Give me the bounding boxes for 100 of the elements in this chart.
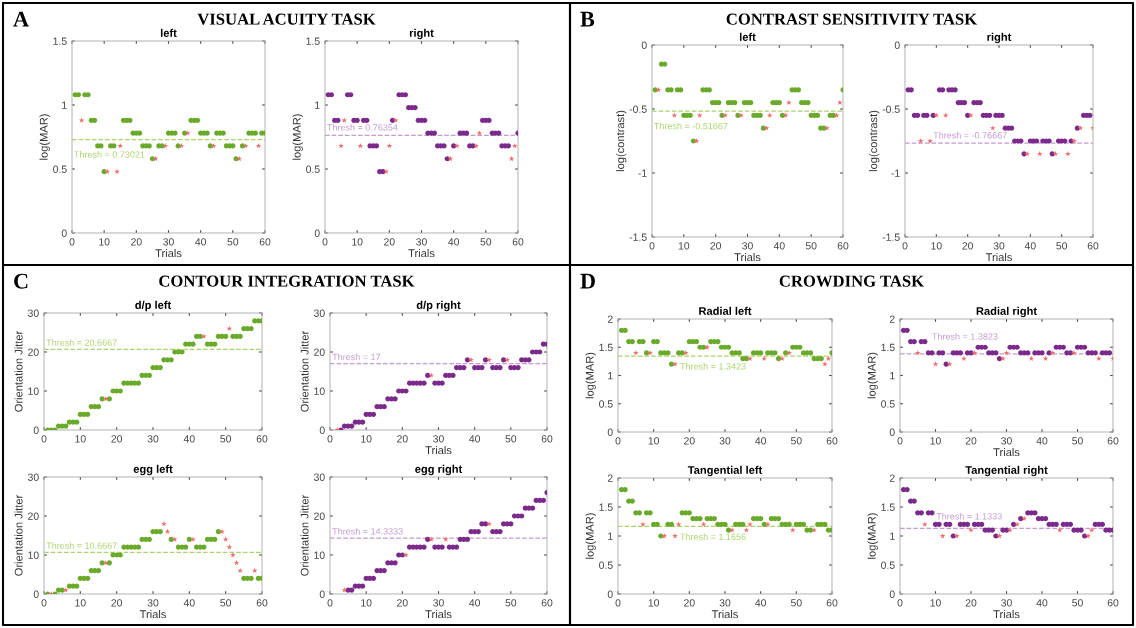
- x-tick-label: 0: [69, 238, 75, 246]
- x-tick-label: 20: [965, 437, 977, 445]
- point: [482, 521, 489, 527]
- point: [682, 349, 689, 356]
- y-axis-title: Orientation Jitter: [14, 494, 23, 576]
- point: [672, 361, 678, 367]
- y-tick-label: 30: [313, 309, 325, 317]
- point: [428, 536, 435, 542]
- x-tick-label: 20: [397, 599, 408, 607]
- x-tick-label: 20: [710, 242, 722, 250]
- point: [1082, 344, 1088, 350]
- y-tick-label: 1.5: [599, 503, 613, 511]
- x-tick-label: 50: [505, 435, 517, 443]
- y-tick-label: 1.5: [881, 343, 895, 352]
- point: [747, 521, 753, 527]
- x-tick-label: 50: [1072, 599, 1083, 607]
- point: [114, 168, 120, 174]
- x-tick-label: 0: [649, 242, 655, 250]
- x-tick-label: 40: [1036, 599, 1048, 607]
- point: [468, 356, 474, 363]
- x-tick-label: 60: [259, 238, 271, 246]
- x-tick-label: 20: [131, 238, 142, 246]
- point: [765, 521, 771, 527]
- point: [1039, 350, 1045, 356]
- y-tick-label: 30: [313, 473, 325, 481]
- point: [987, 112, 993, 118]
- x-tick-label: 10: [648, 599, 660, 607]
- y-tick-label: 0.5: [881, 400, 895, 408]
- x-tick-label: 40: [773, 242, 785, 250]
- point: [85, 575, 91, 581]
- point: [402, 92, 409, 98]
- x-tick-label: 50: [1072, 437, 1083, 445]
- point: [66, 419, 73, 425]
- point: [540, 497, 546, 503]
- x-tick-label: 60: [826, 599, 838, 607]
- y-tick-label: 1: [608, 372, 613, 380]
- ref-line-label: Thresh = 0.73021: [74, 151, 145, 158]
- ref-line-label: Thresh = 10.6667: [46, 542, 117, 549]
- point: [800, 521, 807, 527]
- x-tick-label: 30: [719, 599, 731, 607]
- x-tick-label: 30: [1001, 599, 1012, 607]
- x-axis-title: Trials: [985, 252, 1012, 262]
- y-tick-label: 1: [890, 372, 895, 380]
- x-tick-label: 10: [930, 437, 941, 445]
- x-tick-label: 50: [1056, 242, 1068, 250]
- point: [1003, 527, 1010, 533]
- point: [392, 560, 398, 566]
- y-tick-label: -1: [891, 169, 900, 177]
- point: [1000, 355, 1006, 361]
- x-tick-label: 50: [805, 242, 817, 250]
- point: [1099, 521, 1105, 527]
- point: [1025, 350, 1031, 356]
- point: [954, 533, 960, 539]
- point: [766, 112, 773, 118]
- point: [453, 544, 460, 550]
- point: [201, 333, 207, 339]
- y-tick-label: 1.5: [599, 343, 613, 352]
- x-axis-title: Trials: [139, 609, 166, 619]
- point: [697, 516, 703, 522]
- x-axis-title: Trials: [993, 447, 1020, 457]
- y-tick-label: 2: [607, 474, 613, 482]
- point: [722, 112, 729, 118]
- x-tick-label: 20: [965, 599, 977, 607]
- x-tick-label: 30: [433, 435, 444, 443]
- point: [822, 521, 828, 527]
- x-tick-label: 60: [256, 435, 268, 443]
- text: A: [13, 11, 29, 27]
- y-tick-label: 0: [61, 229, 67, 237]
- x-tick-label: 50: [227, 238, 239, 246]
- text: CROWDING TASK: [779, 275, 924, 287]
- point: [914, 349, 921, 356]
- point: [747, 355, 753, 361]
- point: [940, 350, 946, 356]
- point: [519, 513, 525, 519]
- y-tick-label: 1: [315, 101, 320, 109]
- point: [979, 521, 985, 527]
- point: [172, 536, 178, 542]
- point: [237, 333, 243, 339]
- x-tick-label: 60: [1107, 599, 1119, 607]
- x-tick-label: 0: [41, 435, 47, 443]
- point: [248, 326, 254, 332]
- point: [929, 350, 935, 356]
- y-axis-title: log(contrast): [869, 110, 880, 172]
- x-tick-label: 10: [361, 599, 372, 607]
- x-tick-label: 30: [993, 242, 1005, 250]
- point: [1088, 527, 1095, 533]
- point: [464, 357, 471, 363]
- y-tick-label: 2: [889, 474, 895, 482]
- x-tick-label: 0: [41, 599, 47, 607]
- y-axis-title: Orientation Jitter: [14, 330, 23, 412]
- x-tick-label: 10: [931, 242, 942, 250]
- y-tick-label: 0.5: [881, 561, 895, 569]
- chart-title: Radial left: [699, 306, 752, 315]
- y-tick-label: 10: [28, 551, 39, 559]
- point: [482, 357, 489, 363]
- x-tick-label: 50: [220, 599, 232, 607]
- y-tick-label: -1.5: [629, 233, 647, 241]
- point: [622, 327, 628, 333]
- point: [422, 117, 428, 123]
- point: [1034, 138, 1040, 144]
